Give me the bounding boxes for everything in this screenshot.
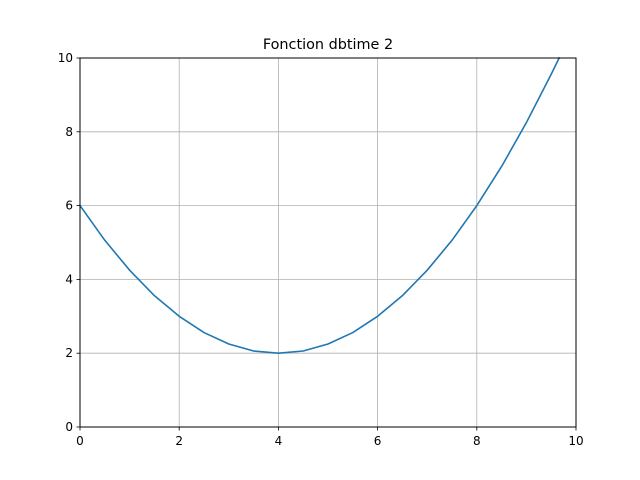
x-tick-label: 10 [568, 434, 583, 448]
series-line [78, 56, 561, 354]
ticks: 0 2 4 6 8 10 0 2 4 6 8 10 [58, 51, 584, 448]
y-tick-label: 4 [65, 272, 73, 286]
series-layer [78, 56, 561, 354]
axes-frame [79, 57, 577, 428]
y-tick-label: 6 [65, 199, 73, 213]
x-tick-label: 0 [76, 434, 84, 448]
y-tick-label: 2 [65, 346, 73, 360]
x-tick-label: 8 [473, 434, 481, 448]
x-tick-label: 6 [374, 434, 382, 448]
chart-title: Fonction dbtime 2 [263, 37, 393, 53]
x-tick-label: 4 [275, 434, 283, 448]
y-tick-label: 8 [65, 125, 73, 139]
y-tick-label: 0 [65, 420, 73, 434]
y-tick-label: 10 [58, 51, 73, 65]
x-tick-label: 2 [175, 434, 183, 448]
